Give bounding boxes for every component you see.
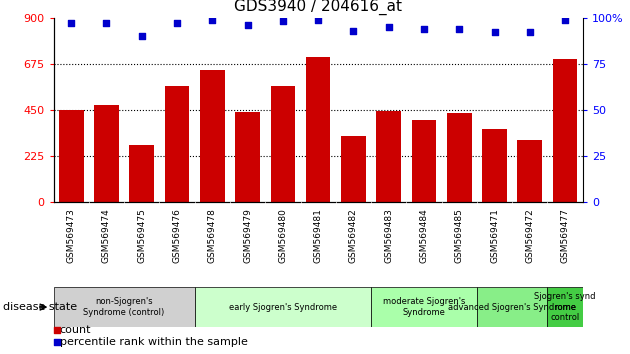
- Text: GSM569483: GSM569483: [384, 209, 393, 263]
- Text: GSM569477: GSM569477: [561, 209, 570, 263]
- Point: [454, 26, 464, 32]
- Bar: [270, 86, 295, 202]
- Text: percentile rank within the sample: percentile rank within the sample: [60, 337, 248, 348]
- Bar: [447, 113, 472, 202]
- Title: GDS3940 / 204616_at: GDS3940 / 204616_at: [234, 0, 402, 15]
- Text: GSM569476: GSM569476: [173, 209, 181, 263]
- Bar: [411, 120, 437, 202]
- Bar: [376, 111, 401, 202]
- Text: GSM569471: GSM569471: [490, 209, 499, 263]
- Point: [172, 21, 182, 26]
- Bar: [94, 105, 119, 202]
- Text: GSM569481: GSM569481: [314, 209, 323, 263]
- Text: early Sjogren's Syndrome: early Sjogren's Syndrome: [229, 303, 337, 312]
- Point: [348, 28, 358, 33]
- Bar: [517, 141, 542, 202]
- Point: [490, 30, 500, 35]
- Bar: [59, 110, 84, 202]
- Bar: [371, 287, 477, 327]
- Point: [243, 22, 253, 28]
- Text: disease state: disease state: [3, 302, 77, 312]
- Point: [137, 33, 147, 39]
- Text: Sjogren's synd
rome
control: Sjogren's synd rome control: [534, 292, 596, 322]
- Bar: [482, 129, 507, 202]
- Text: count: count: [60, 325, 91, 335]
- Point: [52, 327, 62, 333]
- Bar: [195, 287, 371, 327]
- Text: GSM569475: GSM569475: [137, 209, 146, 263]
- Point: [278, 18, 288, 24]
- Bar: [306, 57, 331, 202]
- Text: GSM569479: GSM569479: [243, 209, 252, 263]
- Bar: [129, 144, 154, 202]
- Text: GSM569472: GSM569472: [525, 209, 534, 263]
- Text: GSM569484: GSM569484: [420, 209, 428, 263]
- Bar: [553, 59, 578, 202]
- Bar: [547, 287, 583, 327]
- Point: [52, 340, 62, 346]
- Bar: [200, 70, 225, 202]
- Bar: [164, 86, 190, 202]
- Text: non-Sjogren's
Syndrome (control): non-Sjogren's Syndrome (control): [84, 297, 164, 317]
- Point: [66, 21, 76, 26]
- Point: [101, 21, 112, 26]
- Point: [207, 17, 217, 22]
- Bar: [341, 136, 366, 202]
- Text: GSM569485: GSM569485: [455, 209, 464, 263]
- Point: [560, 17, 570, 22]
- Point: [384, 24, 394, 30]
- Text: GSM569474: GSM569474: [102, 209, 111, 263]
- Point: [313, 17, 323, 22]
- Text: advanced Sjogren's Syndrome: advanced Sjogren's Syndrome: [448, 303, 576, 312]
- Text: GSM569480: GSM569480: [278, 209, 287, 263]
- Text: moderate Sjogren's
Syndrome: moderate Sjogren's Syndrome: [383, 297, 465, 317]
- Text: GSM569482: GSM569482: [349, 209, 358, 263]
- Bar: [477, 287, 547, 327]
- Text: GSM569473: GSM569473: [67, 209, 76, 263]
- Point: [419, 26, 429, 32]
- Point: [525, 30, 535, 35]
- Bar: [235, 112, 260, 202]
- Text: GSM569478: GSM569478: [208, 209, 217, 263]
- Bar: [54, 287, 195, 327]
